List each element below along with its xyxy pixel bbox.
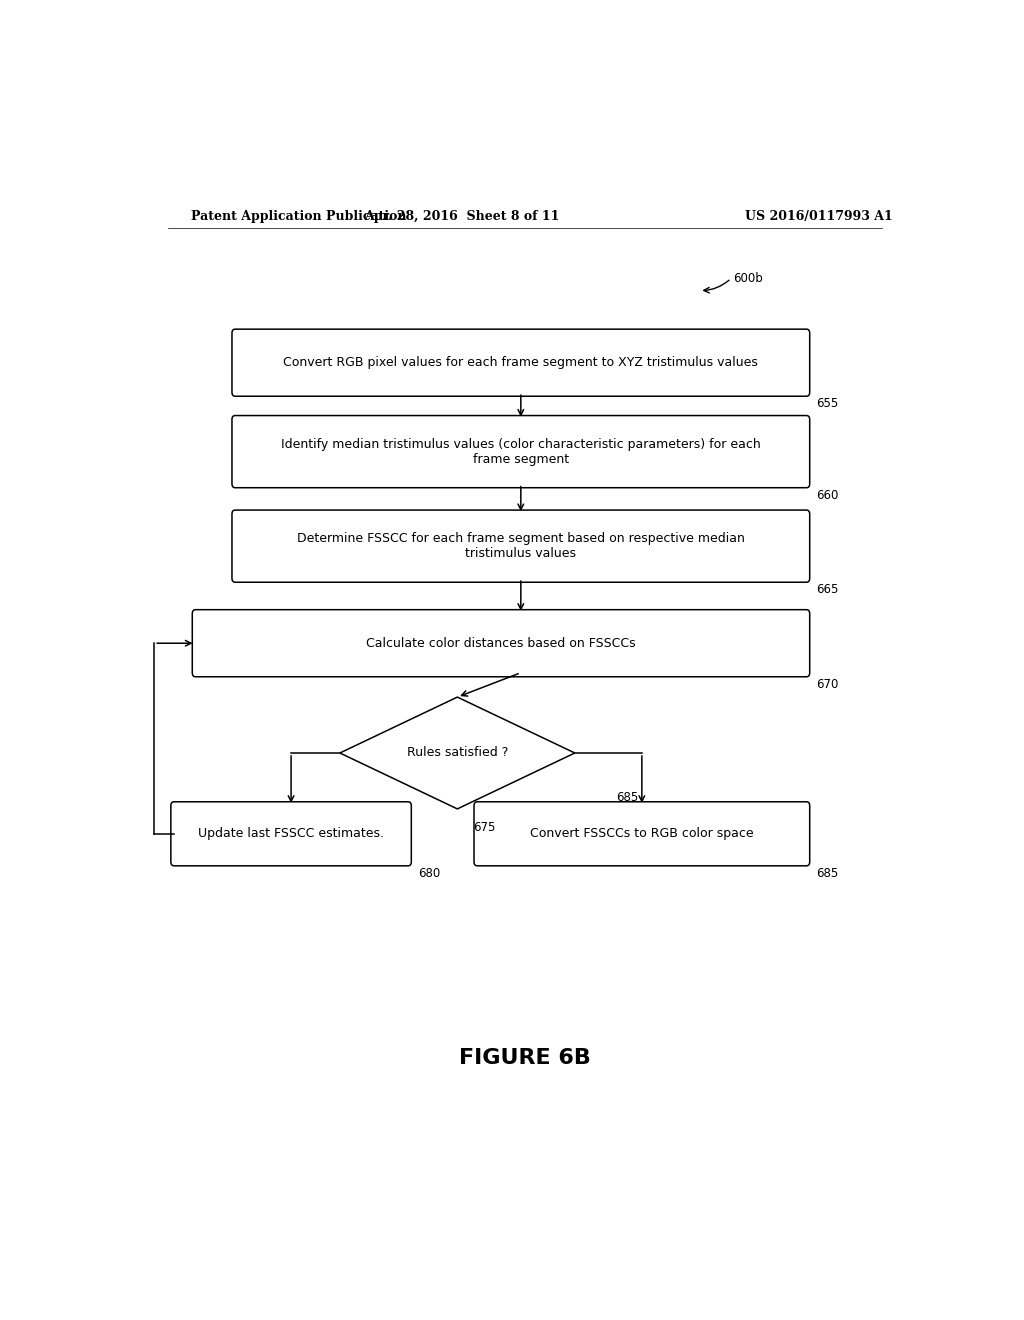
Text: Update last FSSCC estimates.: Update last FSSCC estimates. bbox=[198, 828, 384, 841]
Text: FIGURE 6B: FIGURE 6B bbox=[459, 1048, 591, 1068]
Text: 665: 665 bbox=[816, 583, 839, 597]
Text: 685: 685 bbox=[816, 867, 839, 880]
Text: 660: 660 bbox=[816, 488, 839, 502]
Text: Convert RGB pixel values for each frame segment to XYZ tristimulus values: Convert RGB pixel values for each frame … bbox=[284, 356, 758, 370]
FancyBboxPatch shape bbox=[474, 801, 810, 866]
FancyBboxPatch shape bbox=[171, 801, 412, 866]
Text: 655: 655 bbox=[816, 397, 839, 411]
Text: 680: 680 bbox=[418, 867, 440, 880]
Text: Calculate color distances based on FSSCCs: Calculate color distances based on FSSCC… bbox=[367, 636, 636, 649]
Text: 600b: 600b bbox=[733, 272, 763, 285]
Polygon shape bbox=[340, 697, 574, 809]
FancyBboxPatch shape bbox=[193, 610, 810, 677]
Text: Patent Application Publication: Patent Application Publication bbox=[191, 210, 407, 223]
Text: 675: 675 bbox=[473, 821, 496, 834]
FancyBboxPatch shape bbox=[232, 329, 810, 396]
Text: Convert FSSCCs to RGB color space: Convert FSSCCs to RGB color space bbox=[530, 828, 754, 841]
Text: Rules satisfied ?: Rules satisfied ? bbox=[407, 747, 508, 759]
Text: Identify median tristimulus values (color characteristic parameters) for each
fr: Identify median tristimulus values (colo… bbox=[281, 438, 761, 466]
Text: 670: 670 bbox=[816, 677, 839, 690]
FancyBboxPatch shape bbox=[232, 510, 810, 582]
Text: 685: 685 bbox=[616, 791, 638, 804]
Text: US 2016/0117993 A1: US 2016/0117993 A1 bbox=[744, 210, 892, 223]
Text: Determine FSSCC for each frame segment based on respective median
tristimulus va: Determine FSSCC for each frame segment b… bbox=[297, 532, 744, 560]
Text: Apr. 28, 2016  Sheet 8 of 11: Apr. 28, 2016 Sheet 8 of 11 bbox=[364, 210, 559, 223]
FancyBboxPatch shape bbox=[232, 416, 810, 487]
